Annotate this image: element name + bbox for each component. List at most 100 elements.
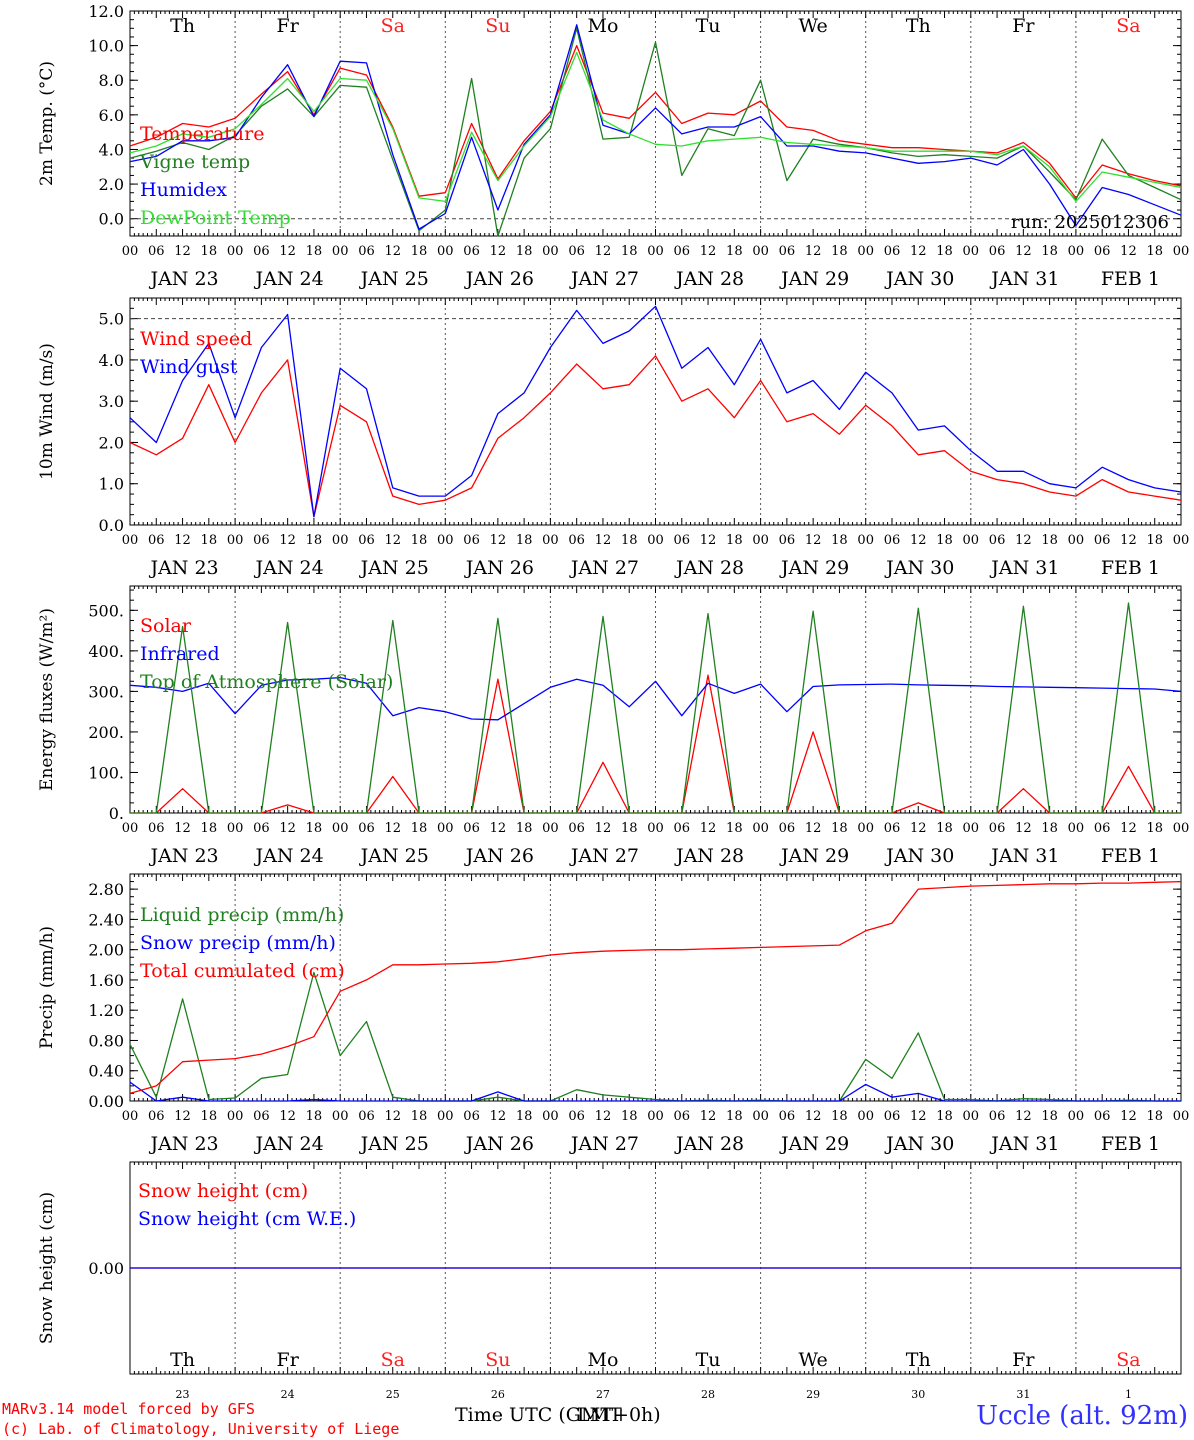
day-of-week-label-top: Sa	[1116, 15, 1140, 37]
hour-tick-label: 12	[279, 244, 296, 259]
hour-tick-label: 18	[411, 821, 428, 836]
day-of-week-label-top: Su	[485, 15, 510, 37]
day-of-week-label-bottom: Fr	[1012, 1349, 1035, 1371]
hour-tick-label: 12	[1120, 533, 1137, 548]
hour-tick-label: 00	[1068, 244, 1085, 259]
legend-entry: DewPoint Temp	[140, 207, 291, 229]
run-annotation: run: 2025012306	[1011, 212, 1169, 233]
hour-tick-label: 00	[122, 821, 139, 836]
hour-tick-label: 06	[358, 533, 375, 548]
hour-tick-label: 18	[516, 533, 533, 548]
hour-tick-label: 18	[1146, 533, 1163, 548]
series-line-vigne-temp	[129, 27, 1182, 237]
hour-tick-label: 18	[1041, 533, 1058, 548]
hour-tick-label: 18	[306, 1109, 323, 1124]
day-of-week-label-bottom: Sa	[381, 1349, 405, 1371]
date-label: JAN 24	[254, 845, 324, 867]
hour-tick-label: 12	[279, 533, 296, 548]
date-label: JAN 30	[884, 557, 954, 579]
y-tick-label: 0.0	[99, 210, 124, 229]
y-tick-label: 0.	[109, 804, 124, 823]
hour-tick-label: 12	[910, 821, 927, 836]
hour-tick-label: 18	[831, 244, 848, 259]
hour-tick-label: 18	[411, 244, 428, 259]
day-number-label: 31	[1016, 1388, 1030, 1401]
day-of-week-label-top: Sa	[381, 15, 405, 37]
hour-tick-label: 06	[779, 244, 796, 259]
hour-tick-label: 06	[148, 533, 165, 548]
y-tick-label: 6.0	[99, 106, 124, 125]
day-of-week-label-top: Mo	[587, 15, 618, 37]
date-label: JAN 28	[674, 1133, 744, 1155]
hour-tick-label: 00	[227, 244, 244, 259]
date-label: JAN 31	[989, 1133, 1059, 1155]
hour-tick-label: 12	[1120, 821, 1137, 836]
hour-tick-label: 06	[884, 821, 901, 836]
hour-tick-label: 12	[384, 1109, 401, 1124]
hour-tick-label: 06	[568, 821, 585, 836]
legend-entry: Total cumulated (cm)	[140, 960, 345, 982]
day-number-label: 24	[281, 1388, 295, 1401]
date-label: JAN 26	[464, 845, 534, 867]
hour-tick-label: 00	[227, 533, 244, 548]
day-number-label: 23	[176, 1388, 190, 1401]
hour-tick-label: 00	[437, 1109, 454, 1124]
date-label: JAN 29	[779, 1133, 849, 1155]
y-axis-label: 10m Wind (m/s)	[37, 343, 57, 480]
hour-tick-label: 12	[384, 244, 401, 259]
hour-tick-label: 00	[227, 1109, 244, 1124]
day-of-week-label-bottom: Th	[170, 1349, 195, 1371]
hour-tick-label: 12	[174, 1109, 191, 1124]
hour-tick-label: 06	[674, 821, 691, 836]
hour-tick-label: 18	[621, 533, 638, 548]
hour-tick-label: 12	[279, 821, 296, 836]
legend-entry: Vigne temp	[139, 151, 250, 173]
y-tick-label: 1.60	[88, 971, 124, 990]
hour-tick-label: 00	[1173, 244, 1190, 259]
date-label: JAN 29	[779, 845, 849, 867]
hour-tick-label: 06	[884, 1109, 901, 1124]
hour-tick-label: 18	[516, 821, 533, 836]
series-line-dewpoint-temp	[129, 51, 1182, 203]
hour-tick-label: 06	[358, 821, 375, 836]
y-tick-label: 2.40	[88, 910, 124, 929]
hour-tick-label: 06	[463, 821, 480, 836]
hour-tick-label: 00	[963, 533, 980, 548]
hour-tick-label: 06	[779, 533, 796, 548]
legend-entry: Wind gust	[140, 356, 238, 378]
hour-tick-label: 12	[700, 533, 717, 548]
hour-tick-label: 18	[1146, 1109, 1163, 1124]
hour-tick-label: 06	[463, 1109, 480, 1124]
hour-tick-label: 12	[700, 1109, 717, 1124]
day-of-week-label-bottom: Fr	[277, 1349, 300, 1371]
date-label: JAN 29	[779, 557, 849, 579]
series-line-liquid-precip-mm-h-	[129, 971, 1181, 1102]
hour-tick-label: 18	[1146, 244, 1163, 259]
hour-tick-label: 00	[752, 533, 769, 548]
day-number-label: 28	[701, 1388, 715, 1401]
y-tick-label: 1.0	[99, 475, 124, 494]
date-label: JAN 27	[569, 557, 639, 579]
series-line-infrared	[129, 676, 1182, 721]
hour-tick-label: 18	[936, 1109, 953, 1124]
hour-tick-label: 00	[752, 1109, 769, 1124]
hour-tick-label: 12	[910, 244, 927, 259]
hour-tick-label: 06	[358, 1109, 375, 1124]
hour-tick-label: 12	[700, 821, 717, 836]
hour-tick-label: 06	[568, 1109, 585, 1124]
y-tick-label: 2.0	[99, 175, 124, 194]
hour-tick-label: 00	[752, 244, 769, 259]
date-label: JAN 23	[148, 268, 218, 290]
date-label: JAN 27	[569, 1133, 639, 1155]
plot-frame	[129, 297, 1182, 526]
hour-tick-label: 06	[1094, 533, 1111, 548]
legend-entry: Snow height (cm W.E.)	[138, 1208, 356, 1230]
series-line-wind-speed	[129, 355, 1182, 518]
y-tick-label: 0.00	[88, 1092, 124, 1111]
day-number-label: 1	[1125, 1388, 1132, 1401]
day-number-label: 25	[386, 1388, 400, 1401]
series-line-humidex	[129, 24, 1182, 230]
date-label: JAN 31	[989, 268, 1059, 290]
date-label: JAN 24	[254, 268, 324, 290]
hour-tick-label: 06	[989, 821, 1006, 836]
